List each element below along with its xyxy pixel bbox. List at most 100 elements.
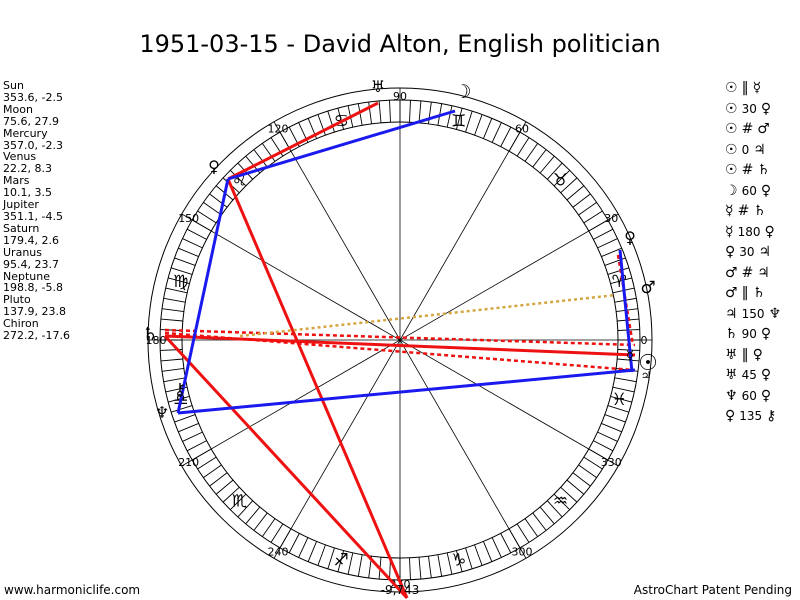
zodiac-sign-icon: ♊: [451, 112, 466, 132]
degree-label: 120: [268, 123, 289, 136]
degree-tick: [601, 423, 622, 433]
planet-values: 198.8, -5.8: [3, 281, 63, 295]
mercury-glyph-icon: ☿: [626, 349, 634, 364]
planet-values: 22.2, 8.3: [3, 162, 52, 176]
planet-name: Mercury: [3, 126, 48, 140]
degree-tick: [597, 431, 618, 442]
planet-name: Sun: [3, 79, 24, 92]
aspect-planet-b-icon: ♀: [760, 326, 772, 342]
degree-tick: [607, 267, 630, 275]
degree-label: 150: [178, 212, 199, 225]
aspect-line: [176, 178, 230, 414]
aspect-symbol-icon: #: [741, 121, 754, 137]
degree-tick: [516, 137, 530, 157]
degree-tick: [270, 523, 284, 543]
aspect-row: ☿ # ♄: [725, 201, 785, 222]
planet-values: 95.4, 23.7: [3, 257, 59, 271]
aspect-planet-a-icon: ♃: [725, 305, 738, 322]
aspect-planet-a-icon: ♂: [725, 264, 738, 281]
degree-tick: [253, 149, 268, 168]
aspect-planet-a-icon: ☉: [725, 162, 738, 178]
degree-tick: [572, 472, 591, 487]
zodiac-sign-icon: ♒: [553, 492, 568, 512]
degree-tick: [553, 169, 571, 187]
aspect-row: ♆ 60 ♀: [725, 386, 785, 407]
degree-tick: [604, 414, 626, 423]
degree-tick: [610, 277, 632, 285]
zodiac-sign-icon: ♍: [173, 272, 188, 292]
degree-tick: [170, 405, 193, 413]
degree-tick: [409, 100, 411, 123]
aspect-angle: 90: [741, 327, 757, 341]
planet-positions-list: Sun 353.6, -2.5 Moon 75.6, 27.9 Mercury 357.0…: [3, 80, 70, 342]
degree-label: 90: [393, 90, 407, 103]
degree-tick: [203, 201, 222, 216]
degree-tick: [161, 308, 184, 312]
aspect-angle: 150: [741, 306, 765, 321]
degree-label: 300: [512, 545, 533, 558]
degree-tick: [160, 358, 183, 362]
aspect-planet-a-icon: ☉: [725, 80, 738, 96]
aspect-planet-a-icon: ♀: [725, 408, 736, 424]
aspect-symbol-icon: ‖: [741, 346, 749, 363]
aspect-row: ♀ 30 ♃: [725, 242, 785, 263]
degree-tick: [583, 456, 603, 470]
degree-tick: [524, 518, 539, 537]
degree-tick: [368, 101, 372, 124]
planet-name: Saturn: [3, 221, 40, 235]
degree-tick: [474, 114, 483, 136]
degree-tick: [500, 126, 512, 147]
aspect-planet-a-icon: ☉: [725, 141, 738, 158]
aspect-row: ☉ 30 ♀: [725, 99, 785, 120]
degree-tick: [253, 512, 268, 531]
zodiac-sign-icon: ♏: [232, 492, 247, 512]
aspect-lines: [163, 101, 636, 600]
degree-tick: [165, 287, 188, 294]
aspect-row: ☉ # ♄: [725, 160, 785, 181]
degree-tick: [298, 537, 309, 558]
degree-tick: [261, 143, 276, 162]
aspect-row: ☽ 60 ♀: [725, 181, 785, 202]
degree-tick: [455, 108, 463, 130]
aspect-angle: 60: [741, 183, 757, 198]
degree-tick: [491, 122, 502, 143]
degree-tick: [465, 547, 473, 570]
degree-label: 30: [604, 212, 618, 225]
planet-glyphs: ♅ ☽ ♀ ♀ ♂ ♄ ⚷ ♆ ☉♃ ☿: [142, 77, 658, 422]
degree-tick: [174, 257, 196, 266]
aspect-planet-b-icon: ♄: [753, 203, 766, 219]
neptune-glyph-icon: ♆: [155, 403, 169, 422]
degree-tick: [409, 557, 411, 580]
degree-tick: [607, 405, 630, 413]
aspect-planet-a-icon: ☉: [725, 121, 738, 137]
aspect-planet-b-icon: ⚷: [766, 408, 777, 424]
aspect-row: ♂ # ♃: [725, 263, 785, 284]
footer-website[interactable]: www.harmoniclife.com: [4, 583, 141, 597]
aspect-planet-b-icon: ♀: [752, 346, 763, 363]
venus-glyph-icon: ♀: [624, 228, 636, 247]
degree-tick: [578, 464, 597, 479]
aspect-planet-b-icon: ♀: [764, 223, 775, 240]
degree-tick: [168, 277, 190, 285]
pluto-glyph-icon: ♀: [208, 157, 220, 176]
degree-tick: [182, 238, 203, 249]
planet-name: Chiron: [3, 317, 39, 331]
degree-tick: [209, 472, 228, 487]
degree-tick: [160, 318, 183, 322]
planet-values: 351.1, -4.5: [3, 209, 63, 223]
degree-tick: [532, 149, 547, 168]
degree-tick: [483, 541, 493, 562]
aspect-line: [164, 331, 634, 372]
planet-name: Moon: [3, 102, 33, 116]
degree-label: 60: [515, 123, 529, 136]
degree-tick: [418, 100, 422, 123]
degree-tick: [209, 193, 228, 208]
chiron-glyph-icon: ⚷: [174, 380, 186, 400]
degree-tick: [610, 395, 632, 403]
moon-glyph-icon: ☽: [454, 81, 471, 103]
degree-tick: [168, 395, 190, 403]
degree-tick: [215, 479, 234, 495]
degree-tick: [418, 557, 422, 580]
degree-tick: [182, 431, 203, 442]
degree-tick: [229, 169, 247, 187]
